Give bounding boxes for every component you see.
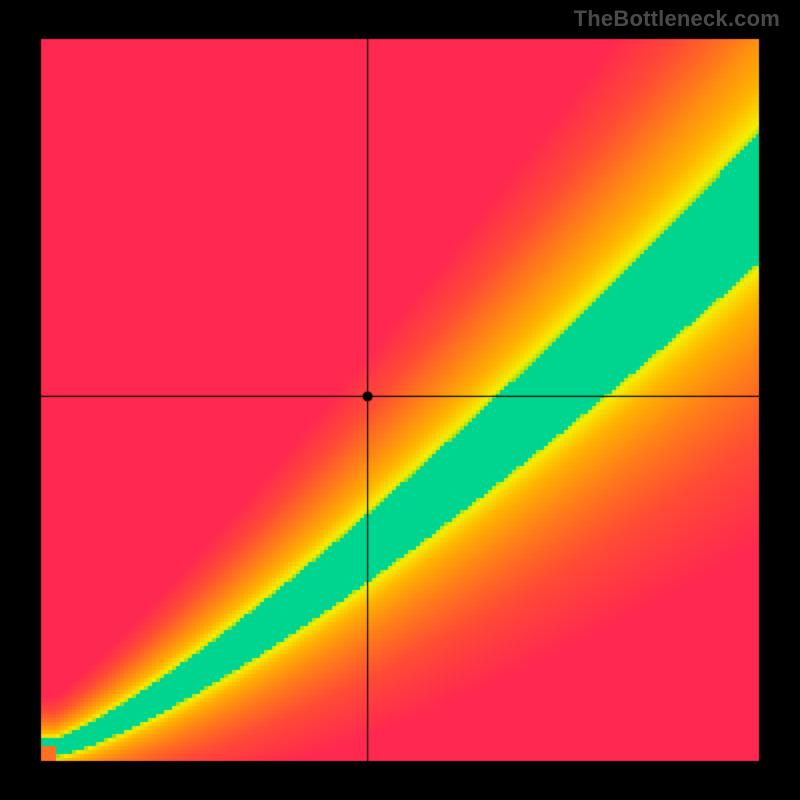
chart-container: TheBottleneck.com bbox=[0, 0, 800, 800]
heatmap-canvas bbox=[0, 0, 800, 800]
watermark-text: TheBottleneck.com bbox=[574, 6, 780, 32]
